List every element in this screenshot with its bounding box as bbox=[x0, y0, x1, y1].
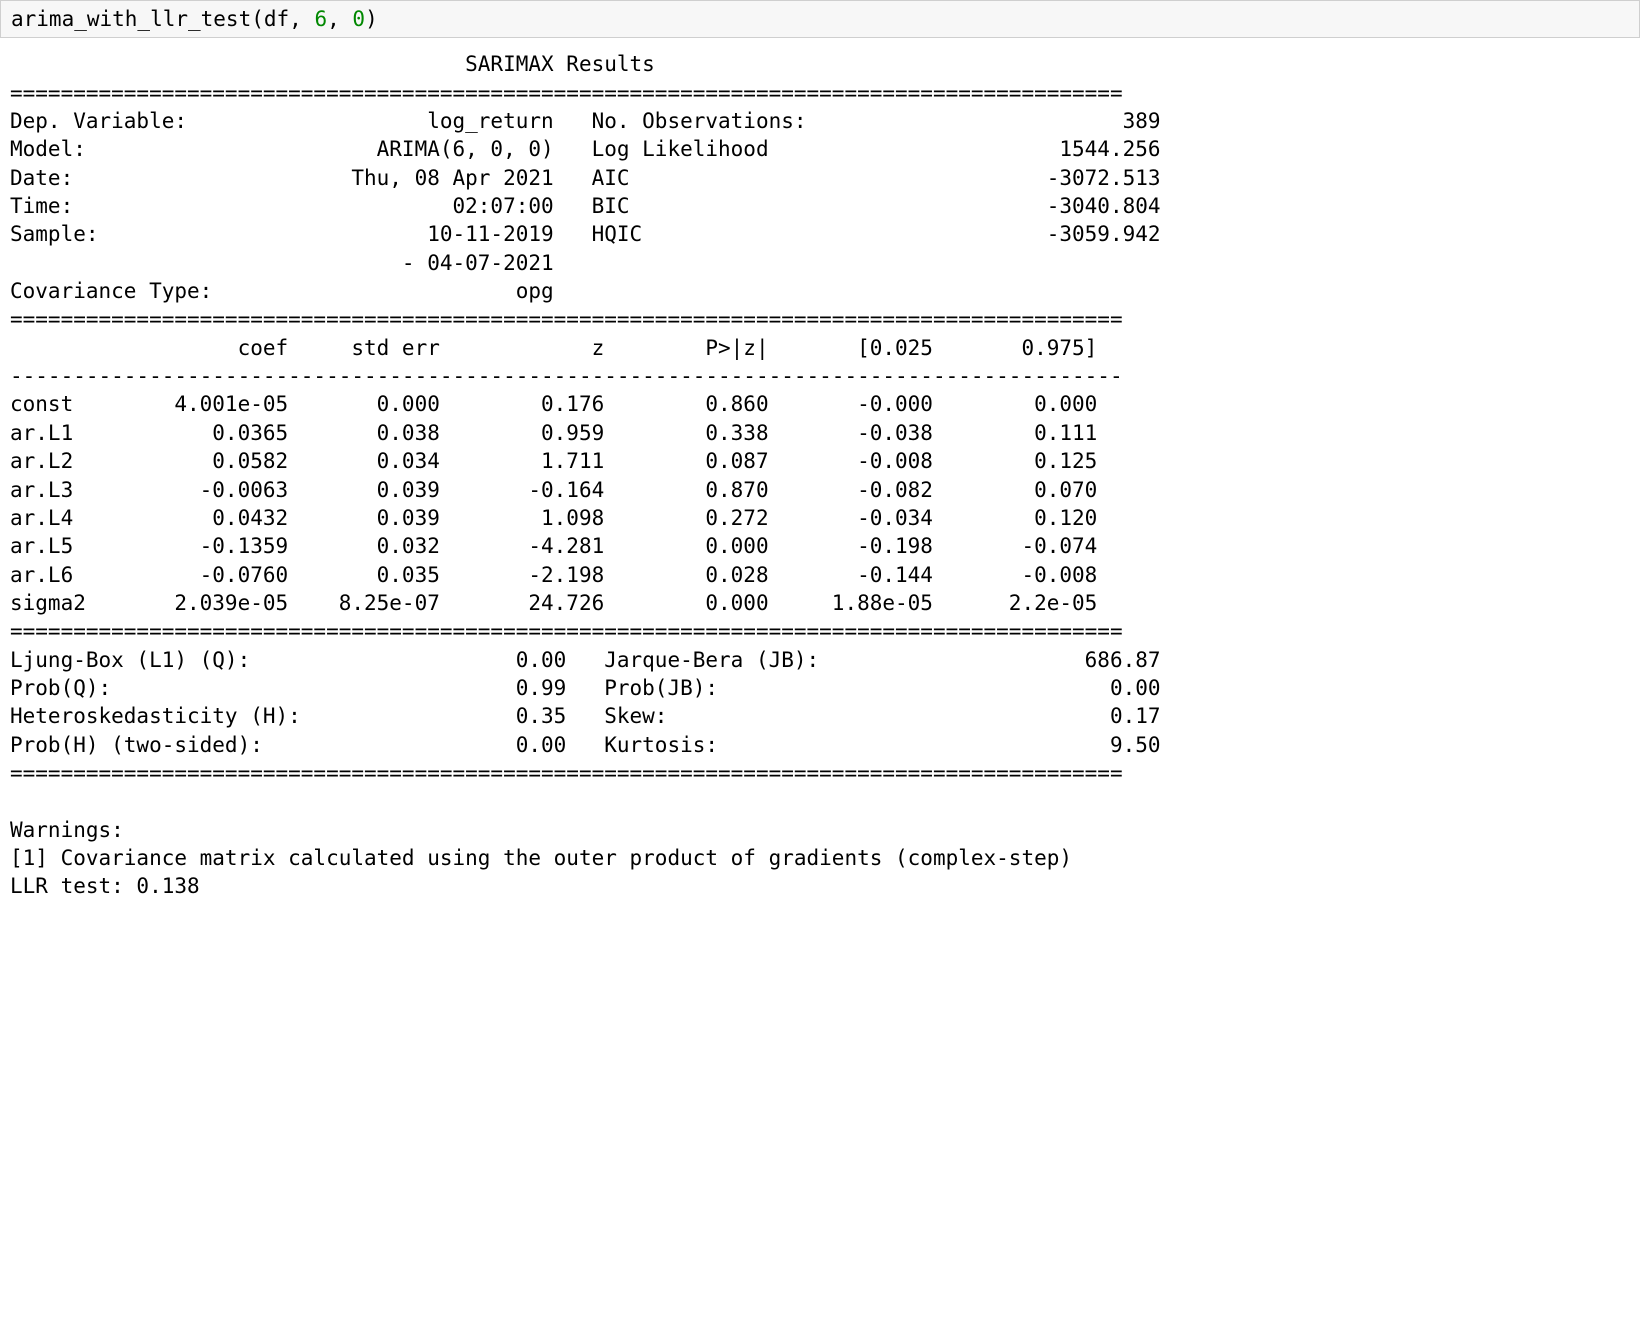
code-paren-close: ) bbox=[365, 7, 378, 31]
code-fn: arima_with_llr_test bbox=[11, 7, 251, 31]
code-arg1: df bbox=[264, 7, 289, 31]
code-paren-open: ( bbox=[251, 7, 264, 31]
code-input-cell[interactable]: arima_with_llr_test(df, 6, 0) bbox=[0, 0, 1640, 38]
code-arg3: 0 bbox=[352, 7, 365, 31]
output-area: SARIMAX Results ========================… bbox=[0, 38, 1640, 924]
code-arg2: 6 bbox=[314, 7, 327, 31]
